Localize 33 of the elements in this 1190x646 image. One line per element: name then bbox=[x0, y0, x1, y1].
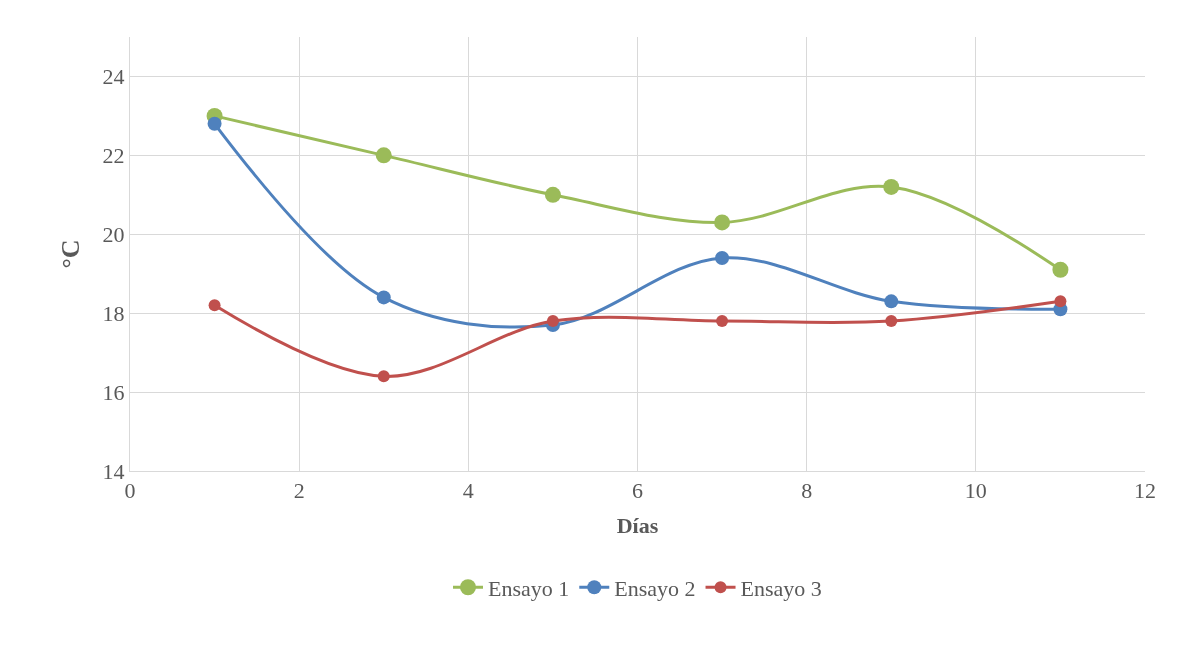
point bbox=[376, 290, 391, 305]
point bbox=[716, 315, 729, 328]
point bbox=[715, 250, 730, 265]
point bbox=[714, 214, 731, 231]
x-tick-label: 10 bbox=[964, 478, 987, 504]
legend-label: Ensayo 1 bbox=[488, 575, 570, 601]
y-tick-label: 14 bbox=[102, 458, 125, 484]
legend-label: Ensayo 3 bbox=[740, 575, 822, 601]
x-tick-label: 8 bbox=[801, 478, 813, 504]
point bbox=[207, 116, 222, 131]
y-tick-label: 16 bbox=[102, 379, 125, 405]
point bbox=[1054, 295, 1067, 308]
point bbox=[375, 147, 392, 164]
point bbox=[885, 315, 898, 328]
y-tick-label: 18 bbox=[102, 300, 125, 326]
point bbox=[883, 178, 900, 195]
point bbox=[884, 294, 899, 309]
x-tick-label: 0 bbox=[124, 478, 136, 504]
legend-label: Ensayo 2 bbox=[614, 575, 696, 601]
y-tick-label: 24 bbox=[102, 64, 125, 90]
y-axis-title: °C bbox=[56, 239, 85, 269]
x-tick-label: 2 bbox=[293, 478, 305, 504]
y-tick-label: 22 bbox=[102, 143, 125, 169]
point bbox=[208, 299, 221, 312]
point bbox=[1052, 261, 1069, 278]
x-axis-title: Días bbox=[616, 513, 659, 539]
point bbox=[377, 370, 390, 383]
y-tick-label: 20 bbox=[102, 221, 125, 247]
point bbox=[544, 186, 561, 203]
point bbox=[546, 315, 559, 328]
x-tick-label: 6 bbox=[632, 478, 643, 504]
x-tick-label: 12 bbox=[1134, 478, 1156, 504]
x-tick-label: 4 bbox=[462, 478, 474, 504]
